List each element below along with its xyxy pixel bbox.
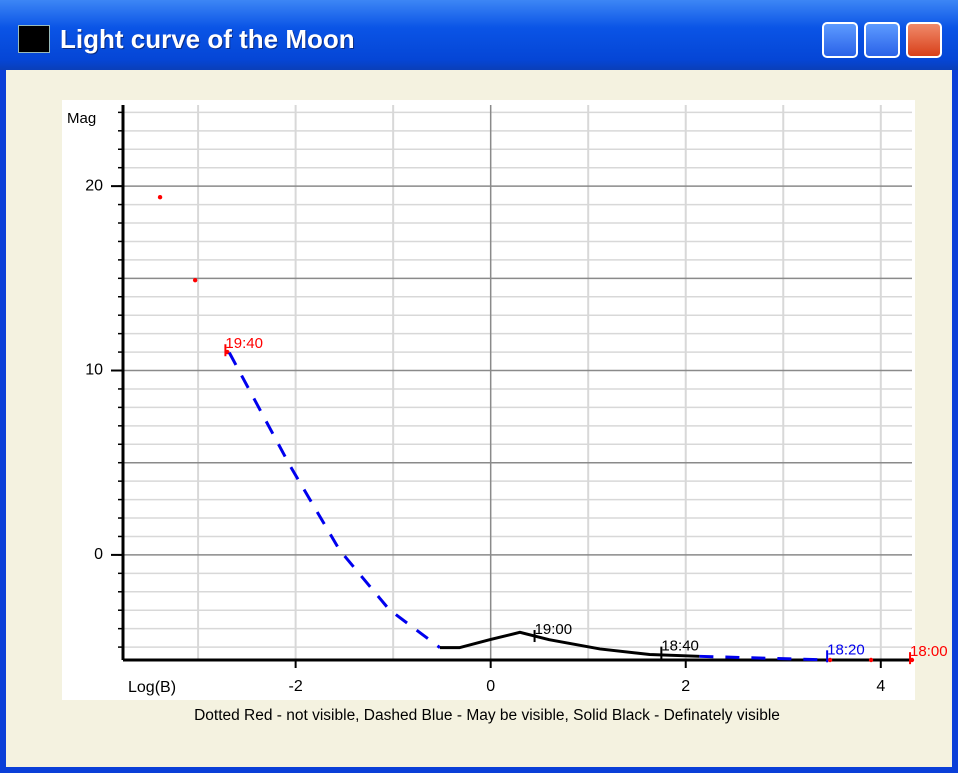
- data-point: [192, 277, 198, 283]
- x-tick-label: 0: [486, 678, 495, 695]
- annotation: 18:20: [827, 641, 865, 658]
- annotation: 19:00: [535, 621, 573, 638]
- annotation: 18:40: [661, 638, 699, 655]
- close-button[interactable]: [906, 22, 942, 58]
- window-title: Light curve of the Moon: [60, 24, 355, 54]
- x-tick-label: 4: [876, 678, 885, 695]
- y-tick-label: 0: [94, 546, 103, 563]
- app-icon: [18, 25, 50, 53]
- data-line: [699, 654, 831, 662]
- minimize-button[interactable]: [822, 22, 858, 58]
- data-point: [827, 657, 833, 663]
- plot-panel: [62, 100, 915, 700]
- maximize-button[interactable]: [864, 22, 900, 58]
- data-point: [868, 657, 874, 663]
- data-line: [227, 351, 441, 649]
- y-axis-label: Mag: [67, 110, 96, 127]
- y-tick-label: 10: [85, 362, 103, 379]
- title-bar: Light curve of the Moon: [0, 0, 958, 70]
- annotation: 18:00: [910, 643, 948, 660]
- y-tick-label: 20: [85, 177, 103, 194]
- x-axis-label: Log(B): [128, 679, 176, 696]
- x-tick-label: -2: [289, 678, 303, 695]
- data-point: [157, 194, 163, 200]
- caption: Dotted Red - not visible, Dashed Blue - …: [194, 707, 780, 724]
- annotation: 19:40: [225, 335, 263, 352]
- x-tick-label: 2: [681, 678, 690, 695]
